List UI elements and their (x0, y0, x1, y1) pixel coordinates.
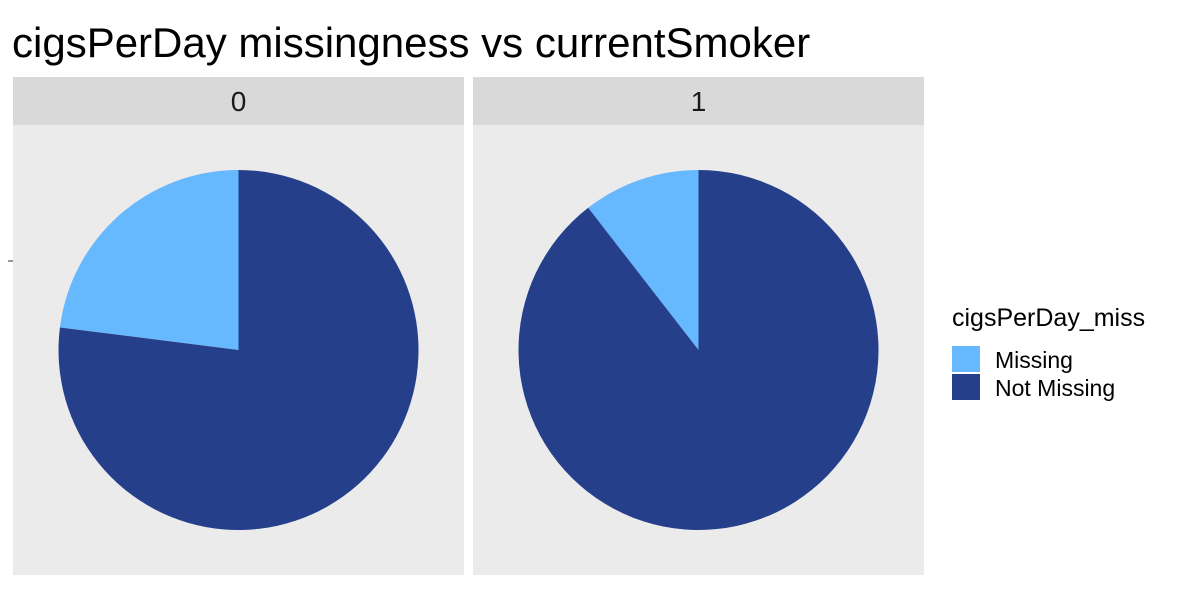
facet-strip-1 (473, 77, 924, 125)
pie-slice-1-not-missing (518, 170, 879, 530)
chart-title: cigsPerDay missingness vs currentSmoker (12, 19, 810, 66)
pie-slices-1 (518, 170, 879, 530)
legend-title: cigsPerDay_miss (952, 304, 1145, 332)
legend-key-not-missing (952, 374, 980, 400)
facet-label-1: 1 (691, 86, 707, 117)
facet-panel-0: 0 (13, 77, 464, 575)
pie-slice-1-missing (588, 170, 699, 350)
legend: cigsPerDay_miss Missing Not Missing (952, 304, 1145, 401)
pie-slice-0-missing (59, 170, 239, 350)
facet-strip-0 (13, 77, 464, 125)
legend-key-missing (952, 346, 980, 372)
facet-panel-1: 1 (473, 77, 924, 575)
pie-slice-0-not-missing (58, 170, 419, 530)
legend-label-missing: Missing (995, 347, 1073, 373)
legend-label-not-missing: Not Missing (995, 375, 1115, 401)
pie-slices-0 (58, 170, 419, 530)
facet-label-0: 0 (231, 86, 247, 117)
